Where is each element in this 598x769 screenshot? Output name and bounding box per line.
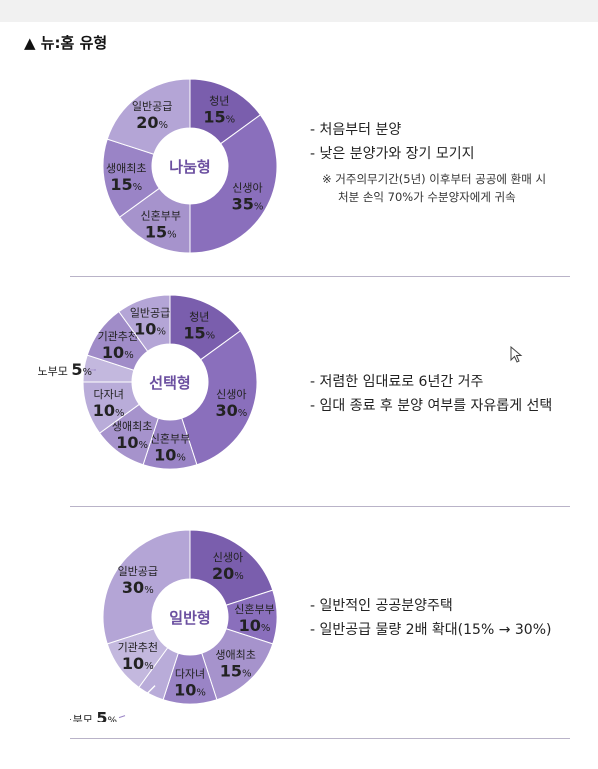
donut-center-title: 선택형 xyxy=(149,374,190,392)
pie-slice xyxy=(189,529,274,606)
note-text: 처분 손익 70%가 수분양자에게 귀속 xyxy=(338,190,516,204)
slice-value: 10% xyxy=(134,320,166,339)
slice-value: 15% xyxy=(220,662,252,681)
callout-line xyxy=(124,685,156,717)
slice-value: 20% xyxy=(136,113,168,132)
slice-label: 기관추천 xyxy=(98,329,138,343)
slice-label: 노부모 5% xyxy=(70,709,117,722)
slice-label: 청년 xyxy=(189,311,209,324)
bullet-item: - 일반적인 공공분양주택 xyxy=(310,598,453,614)
slice-value: 10% xyxy=(93,401,125,420)
donut-hole xyxy=(153,580,227,654)
slice-label: 생애최초 xyxy=(112,420,152,433)
donut-hole xyxy=(133,345,207,419)
bullet-item: - 저렴한 임대료로 6년간 거주 xyxy=(310,374,484,390)
slice-label: 생애최초 xyxy=(215,649,255,662)
slice-value: 15% xyxy=(183,324,215,343)
slice-value: 30% xyxy=(215,401,247,420)
slice-label: 신혼부부 xyxy=(140,209,180,222)
slice-label: 신혼부부 xyxy=(234,603,274,616)
slice-label: 다자녀 xyxy=(93,388,123,401)
section-nanum: 청년 15% 신생아 35% 신혼부부 15% 생애최초 15% 일반공급 20% 나눔형 - 처음… xyxy=(0,66,598,296)
description-ilban: - 일반적인 공공분양주택 - 일반공급 물량 2배 확대(15% → 30%) xyxy=(310,594,551,642)
slice-value: 20% xyxy=(212,564,244,583)
donut-hole xyxy=(153,129,227,203)
slice-value: 15% xyxy=(145,222,177,241)
bullet-item: - 일반공급 물량 2배 확대(15% → 30%) xyxy=(310,622,552,638)
slice-label: 신생아 xyxy=(213,551,243,564)
slice-value: 35% xyxy=(232,194,264,213)
slice-label: 일반공급 xyxy=(118,564,158,578)
pie-slice xyxy=(118,294,171,352)
section-seontaek: 청년 15% 신생아 30% 신혼부부 10% 생애최초 10% 다자녀 10% 노부모 5% 기관추… xyxy=(0,292,598,522)
slice-value: 15% xyxy=(203,108,235,127)
slice-label: 생애최초 xyxy=(106,162,146,175)
description-nanum: - 처음부터 분양 - 낮은 분양가와 장기 모기지 ※ 거주의무기간(5년) … xyxy=(310,118,546,206)
slice-label: 다자녀 xyxy=(175,668,205,681)
slice-value: 15% xyxy=(110,175,142,194)
description-seontaek: - 저렴한 임대료로 6년간 거주 - 임대 종료 후 분양 여부를 자유롭게 … xyxy=(310,370,552,418)
donut-center-title: 나눔형 xyxy=(169,158,210,176)
slice-label: 노부모 5% xyxy=(37,360,92,379)
donut-center-title: 일반형 xyxy=(169,609,210,627)
slice-value: 10% xyxy=(174,681,206,700)
divider xyxy=(70,276,570,277)
page-title: ▲ 뉴:홈 유형 xyxy=(24,34,108,52)
callout-line xyxy=(118,715,126,719)
pie-slice xyxy=(189,114,278,254)
bullet-item: - 임대 종료 후 분양 여부를 자유롭게 선택 xyxy=(310,398,553,414)
slice-value: 10% xyxy=(239,616,271,635)
slice-label: 신혼부부 xyxy=(150,433,190,446)
slice-label: 일반공급 xyxy=(130,306,170,320)
slice-label: 청년 xyxy=(209,95,229,108)
slice-value: 10% xyxy=(116,433,148,452)
browser-top-bar xyxy=(0,0,598,22)
pie-slice xyxy=(106,78,191,155)
slice-label: 신생아 xyxy=(216,388,246,401)
slice-label: 기관추천 xyxy=(118,640,158,654)
divider xyxy=(70,506,570,507)
slice-label: 일반공급 xyxy=(132,99,172,113)
slice-value: 10% xyxy=(122,654,154,673)
slice-value: 10% xyxy=(154,446,186,465)
bullet-item: - 낮은 분양가와 장기 모기지 xyxy=(310,146,475,162)
divider xyxy=(70,738,570,739)
slice-value: 10% xyxy=(102,343,134,362)
bullet-item: - 처음부터 분양 xyxy=(310,122,402,138)
note-text: ※ 거주의무기간(5년) 이후부터 공공에 환매 시 xyxy=(322,172,547,186)
slice-label: 신생아 xyxy=(232,181,262,194)
mouse-cursor-icon xyxy=(510,346,523,363)
pie-slice xyxy=(102,529,191,645)
slice-value: 30% xyxy=(122,578,154,597)
pie-slice xyxy=(181,330,258,466)
